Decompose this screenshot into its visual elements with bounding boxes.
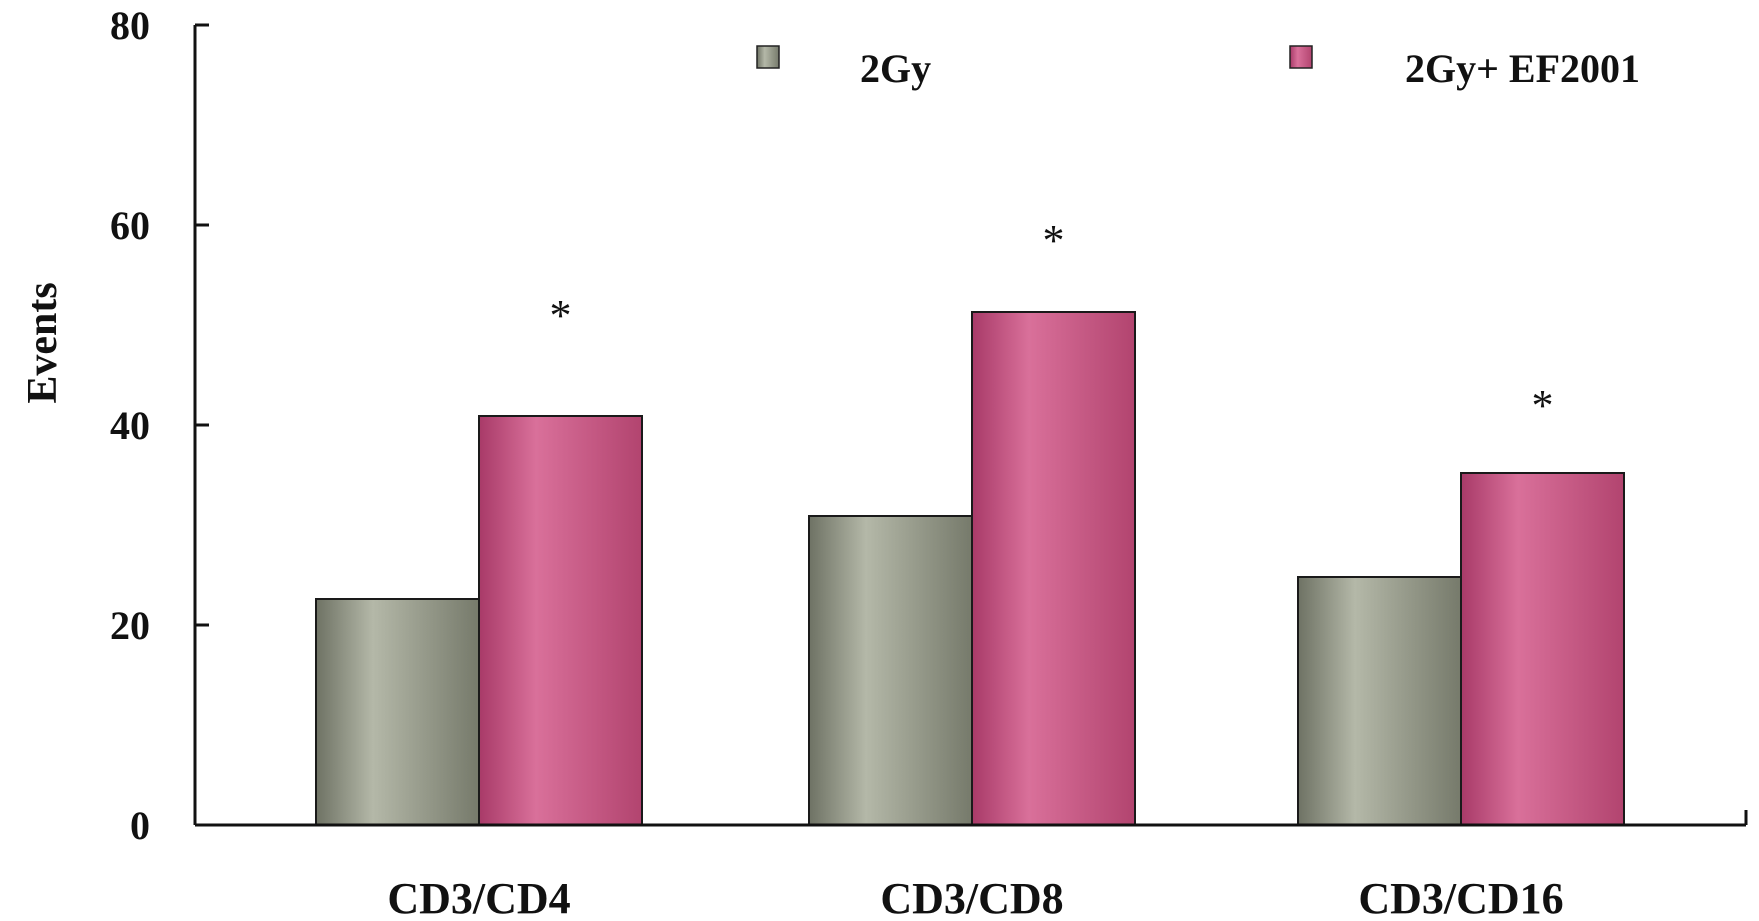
legend-item-2gy-ef2001: 2Gy+ EF2001 <box>1289 45 1640 91</box>
x-tick-labels: CD3/CD4 CD3/CD8 CD3/CD16 <box>387 874 1563 921</box>
legend-item-2gy: 2Gy <box>756 45 931 91</box>
legend-swatch-2gy <box>756 45 780 69</box>
bar-cd3-cd16-series-0 <box>1297 576 1462 826</box>
legend: 2Gy 2Gy+ EF2001 <box>756 45 1640 91</box>
y-ticks: 0 20 40 60 80 <box>110 3 209 848</box>
bar-cd3-cd4-series-0 <box>315 598 480 826</box>
y-tick-label: 60 <box>110 203 150 248</box>
x-tick-label: CD3/CD16 <box>1358 874 1563 921</box>
legend-label-2gy: 2Gy <box>860 46 931 91</box>
legend-swatch-2gy-ef2001 <box>1289 45 1313 69</box>
bar-cd3-cd8-series-0 <box>808 515 973 826</box>
y-tick-label: 0 <box>130 803 150 848</box>
bar-cd3-cd4-series-1 <box>478 415 643 826</box>
bars-group <box>315 311 1625 826</box>
y-tick-label: 20 <box>110 603 150 648</box>
x-tick-label: CD3/CD4 <box>387 874 570 921</box>
legend-label-2gy-ef2001: 2Gy+ EF2001 <box>1405 46 1640 91</box>
bar-cd3-cd8-series-1 <box>971 311 1136 826</box>
significance-star: * <box>550 291 572 340</box>
annotations-group: * * * <box>550 216 1554 430</box>
significance-star: * <box>1043 216 1065 265</box>
y-tick-label: 40 <box>110 403 150 448</box>
x-tick-label: CD3/CD8 <box>880 874 1063 921</box>
significance-star: * <box>1532 381 1554 430</box>
y-axis-title: Events <box>20 282 66 403</box>
y-tick-label: 80 <box>110 3 150 48</box>
bar-cd3-cd16-series-1 <box>1460 472 1625 826</box>
